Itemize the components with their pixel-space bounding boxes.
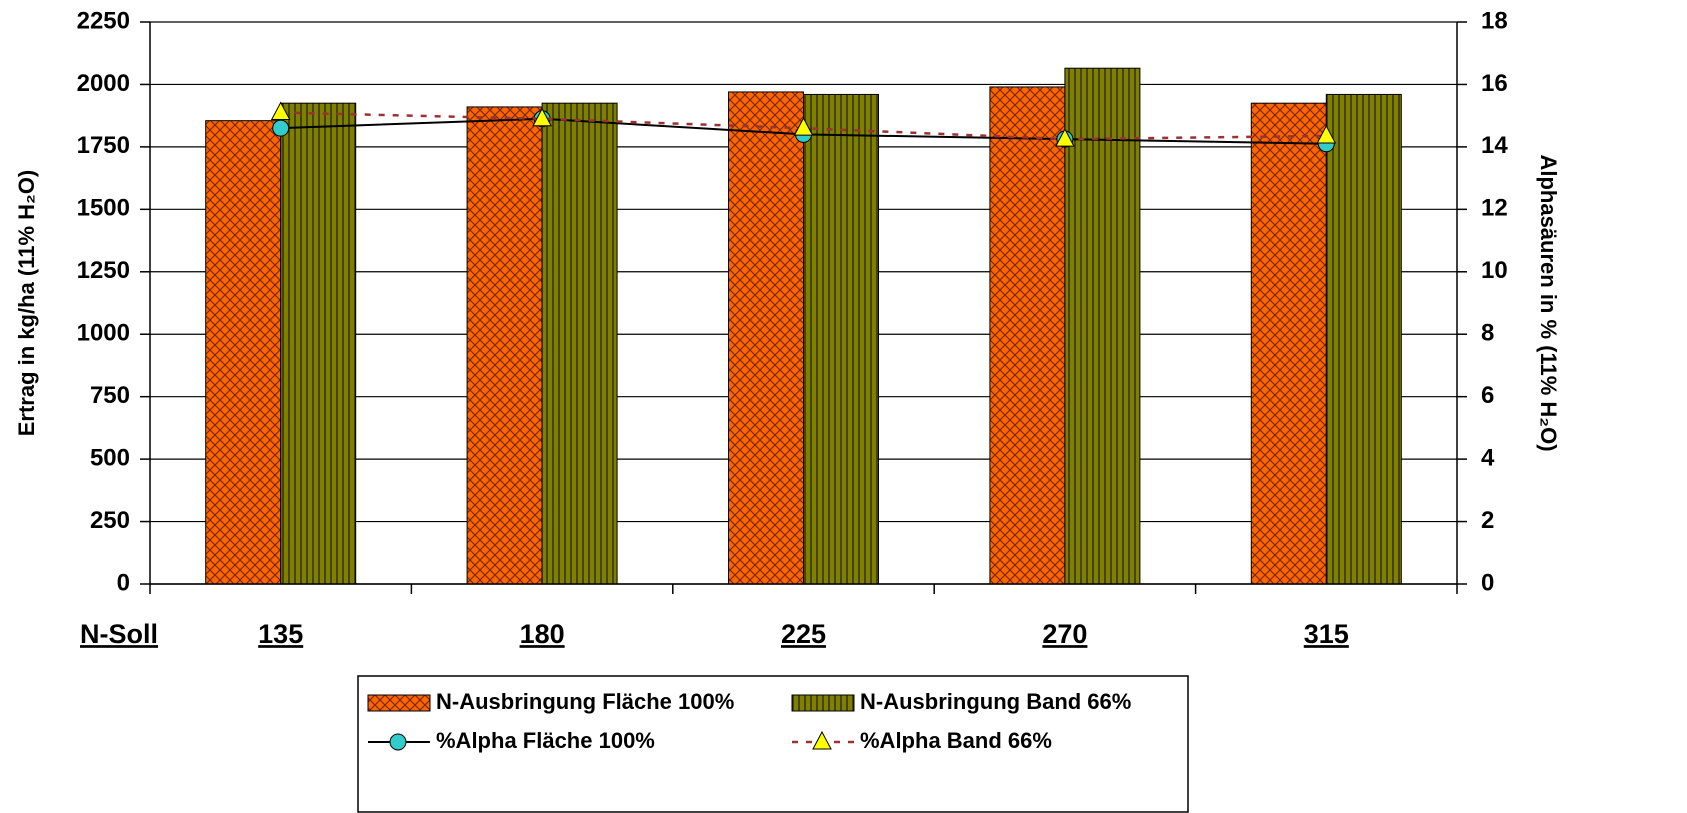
legend-label: %Alpha Band 66%	[860, 728, 1052, 753]
marker	[1316, 124, 1337, 144]
bar	[728, 91, 804, 585]
y2-tick-label: 0	[1481, 569, 1494, 596]
y-tick-label: 1000	[77, 320, 130, 347]
y2-tick-label: 16	[1481, 70, 1508, 97]
y-tick-label: 0	[117, 569, 130, 596]
y-tick-label: 2250	[77, 7, 130, 34]
y2-tick-label: 18	[1481, 7, 1508, 34]
marker	[532, 107, 552, 127]
bar	[541, 102, 618, 585]
bar	[280, 102, 357, 585]
bar	[989, 86, 1066, 585]
x-tick-label: 315	[1304, 619, 1349, 649]
y-tick-label: 1500	[77, 195, 130, 222]
marker	[793, 117, 814, 136]
bar	[205, 120, 282, 585]
y2-tick-label: 10	[1481, 257, 1508, 284]
legend-swatch	[367, 694, 431, 712]
x-tick-label: 135	[258, 619, 303, 649]
legend-swatch	[791, 694, 855, 712]
y2-tick-label: 8	[1481, 320, 1494, 347]
y2-tick-label: 12	[1481, 195, 1508, 222]
y-tick-label: 1250	[77, 257, 130, 284]
legend-label: N-Ausbringung Band 66%	[860, 689, 1131, 714]
legend-box	[357, 675, 1189, 813]
bar	[1064, 67, 1141, 585]
x-tick-label: 180	[520, 619, 565, 649]
legend-label: %Alpha Fläche 100%	[436, 728, 655, 753]
marker	[270, 101, 291, 121]
y-tick-label: 250	[90, 507, 130, 534]
y2-tick-label: 4	[1481, 444, 1495, 471]
x-tick-label: 225	[781, 619, 826, 649]
bar	[1250, 102, 1327, 585]
y2-axis-title: Alphasäuren in % (11% H₂O)	[1536, 154, 1561, 451]
y2-tick-label: 2	[1481, 507, 1494, 534]
y2-tick-label: 14	[1481, 132, 1508, 159]
x-tick-label: 270	[1042, 619, 1087, 649]
x-axis-title: N-Soll	[80, 619, 158, 649]
bar	[466, 106, 543, 585]
bar	[803, 93, 879, 585]
bar	[1325, 93, 1402, 585]
y2-tick-label: 6	[1481, 382, 1494, 409]
y-tick-label: 500	[90, 444, 130, 471]
y-axis-title: Ertrag in kg/ha (11% H₂O)	[14, 170, 39, 437]
legend-marker	[389, 733, 407, 751]
y-tick-label: 2000	[77, 70, 130, 97]
marker	[1055, 128, 1075, 147]
legend-marker	[812, 730, 832, 750]
legend-label: N-Ausbringung Fläche 100%	[436, 689, 734, 714]
marker	[272, 119, 290, 137]
y-tick-label: 750	[90, 382, 130, 409]
y-tick-label: 1750	[77, 132, 130, 159]
